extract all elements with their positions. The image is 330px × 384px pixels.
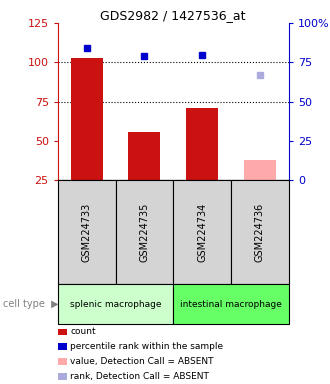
Bar: [173, 180, 231, 284]
Bar: [186, 108, 218, 180]
Bar: [173, 284, 289, 324]
Text: GSM224736: GSM224736: [255, 203, 265, 262]
Text: splenic macrophage: splenic macrophage: [70, 300, 161, 309]
Bar: [128, 132, 160, 180]
Bar: [71, 58, 103, 180]
Text: GSM224734: GSM224734: [197, 203, 207, 262]
Text: GSM224733: GSM224733: [82, 203, 92, 262]
Bar: [115, 180, 173, 284]
Text: intestinal macrophage: intestinal macrophage: [180, 300, 282, 309]
Title: GDS2982 / 1427536_at: GDS2982 / 1427536_at: [101, 9, 246, 22]
Text: count: count: [70, 328, 96, 336]
Text: value, Detection Call = ABSENT: value, Detection Call = ABSENT: [70, 357, 214, 366]
Bar: [58, 180, 115, 284]
Bar: [244, 160, 276, 180]
Bar: [231, 180, 289, 284]
Bar: [58, 284, 173, 324]
Text: GSM224735: GSM224735: [139, 203, 149, 262]
Text: cell type  ▶: cell type ▶: [3, 299, 59, 310]
Text: rank, Detection Call = ABSENT: rank, Detection Call = ABSENT: [70, 372, 209, 381]
Text: percentile rank within the sample: percentile rank within the sample: [70, 342, 223, 351]
